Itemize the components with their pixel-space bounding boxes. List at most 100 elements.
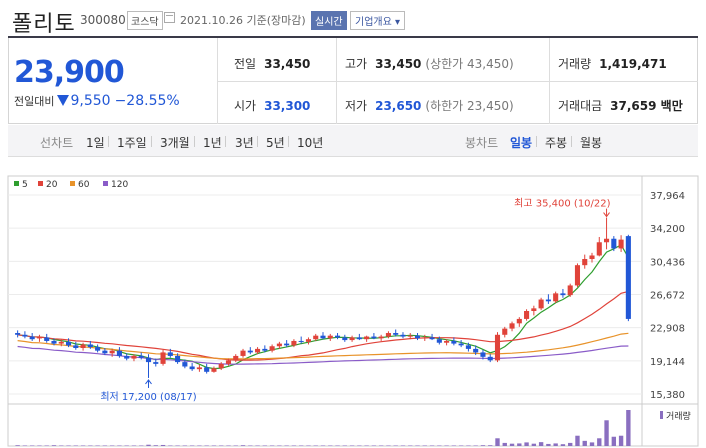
candle-body xyxy=(255,348,261,353)
volume-bar xyxy=(458,445,464,446)
volume-bar xyxy=(80,445,86,446)
volume-bar xyxy=(502,442,507,446)
candle-body xyxy=(80,344,86,349)
volume-bar xyxy=(44,445,49,446)
candle-body xyxy=(36,337,42,339)
volume-bar xyxy=(102,445,108,446)
candle-body xyxy=(465,345,471,349)
period-1w[interactable]: 1주일 xyxy=(117,136,147,150)
volume-bar xyxy=(66,445,71,446)
legend-swatch xyxy=(14,181,19,186)
candle-body xyxy=(51,340,57,344)
legend-ma20: 20 xyxy=(38,180,57,190)
candle-monthly[interactable]: 월봉 xyxy=(580,136,603,150)
candle-daily[interactable]: 일봉 xyxy=(510,136,533,150)
volume-bar xyxy=(611,436,617,446)
candle-body xyxy=(138,355,144,358)
volume-bar xyxy=(408,445,413,446)
volume-bar xyxy=(488,445,493,446)
period-5y[interactable]: 5년 xyxy=(266,136,285,150)
period-3m[interactable]: 3개월 xyxy=(160,136,190,150)
candle-body xyxy=(545,299,551,302)
volume-bar xyxy=(444,445,449,446)
candle-body xyxy=(182,362,188,367)
y-tick-label: 37,964 xyxy=(650,191,685,202)
candle-body xyxy=(516,318,522,324)
legend-ma60: 60 xyxy=(70,180,89,190)
candle-body xyxy=(342,337,348,341)
candle-body xyxy=(393,333,399,335)
volume-bar xyxy=(560,444,566,446)
y-tick-label: 15,380 xyxy=(650,390,685,401)
volume-bar xyxy=(182,445,188,446)
candle-body xyxy=(153,362,159,364)
candle-body xyxy=(494,334,501,361)
candle-body xyxy=(204,367,210,372)
trade-amount: 거래대금 37,659 백만 xyxy=(558,99,683,113)
volume-bar xyxy=(139,445,144,446)
candle-body xyxy=(65,341,72,346)
open-price: 시가 33,300 xyxy=(234,99,311,113)
current-price: 23,900 xyxy=(14,55,125,90)
candle-body xyxy=(567,285,573,296)
volume-bar xyxy=(306,445,311,446)
candle-body xyxy=(131,355,137,359)
candle-body xyxy=(502,328,508,335)
calendar-icon xyxy=(164,12,175,23)
candle-body xyxy=(582,259,588,266)
candle-body xyxy=(15,333,21,335)
high-price: 고가 33,450 (상한가 43,450) xyxy=(345,57,514,71)
chart-labels: 37,964 34,200 30,436 26,672 22,908 19,144 15,3… xyxy=(100,191,691,422)
candle-body xyxy=(298,340,304,342)
volume-bar xyxy=(357,445,362,446)
candle-body xyxy=(145,357,152,363)
company-info-button[interactable]: 기업개요 ▾ xyxy=(350,11,405,30)
volume-bar xyxy=(524,442,529,446)
legend-ma5: 5 xyxy=(14,180,28,190)
chart-frame xyxy=(7,175,699,447)
volume-bar xyxy=(400,445,406,446)
low-arrowhead-icon xyxy=(145,379,152,385)
volume-bar xyxy=(15,445,20,446)
candle-chart-label[interactable]: 봉차트 xyxy=(465,136,499,150)
quote-row-divider xyxy=(217,81,698,82)
candle-body xyxy=(451,340,457,344)
toolbar-divider xyxy=(288,136,289,147)
volume-bar xyxy=(211,445,217,446)
candle-body xyxy=(44,337,50,341)
candle-body xyxy=(604,238,610,243)
volume-bar xyxy=(618,435,624,446)
candle-body xyxy=(349,337,355,341)
volume-bar xyxy=(124,445,129,446)
high-annotation: 최고 35,400 (10/22) xyxy=(514,198,610,210)
candle-body xyxy=(560,293,566,296)
prev-close: 전일 33,450 xyxy=(234,57,311,71)
line-chart-label[interactable]: 선차트 xyxy=(40,136,74,150)
candle-body xyxy=(422,337,428,339)
low-price: 저가 23,650 (하한가 23,450) xyxy=(345,99,514,113)
candle-body xyxy=(618,239,624,249)
volume-bar xyxy=(451,445,457,446)
toolbar-divider xyxy=(151,136,152,147)
volume-bar xyxy=(626,410,631,446)
candle-body xyxy=(95,347,101,351)
volume-bar xyxy=(269,445,275,446)
volume-bar xyxy=(480,445,486,446)
period-3y[interactable]: 3년 xyxy=(235,136,254,150)
realtime-button[interactable]: 실시간 xyxy=(311,11,347,30)
candle-body xyxy=(473,348,479,353)
period-1d[interactable]: 1일 xyxy=(86,136,105,150)
candle-body xyxy=(175,355,181,363)
volume-bar xyxy=(437,445,442,446)
candle-body xyxy=(574,265,581,286)
candle-body xyxy=(218,363,224,369)
period-1y[interactable]: 1년 xyxy=(203,136,222,150)
candle-body xyxy=(625,236,631,319)
volume-bar xyxy=(349,445,355,446)
volume-bar xyxy=(320,445,326,446)
period-10y[interactable]: 10년 xyxy=(297,136,324,150)
candle-body xyxy=(364,336,370,340)
candle-body xyxy=(109,350,115,354)
candle-weekly[interactable]: 주봉 xyxy=(545,136,568,150)
